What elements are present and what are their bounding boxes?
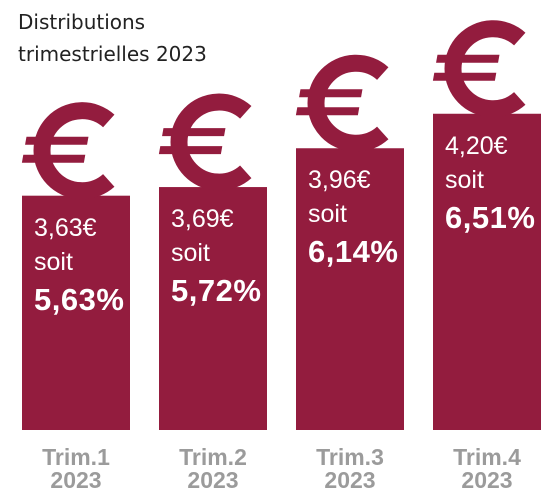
x-tick-label: Trim.4 2023: [453, 444, 521, 493]
euro-icon: [307, 54, 389, 152]
euro-icon-bar: [162, 128, 226, 137]
bar: [159, 187, 267, 430]
pct-label: 5,72%: [171, 273, 262, 309]
pct-label: 6,14%: [308, 234, 399, 270]
bar: [296, 148, 404, 430]
bar: [22, 195, 130, 430]
value-label: 3,96€: [308, 166, 371, 195]
euro-icon: [33, 102, 115, 200]
euro-icon-bar: [25, 136, 89, 145]
pct-label: 6,51%: [445, 199, 536, 235]
euro-icon-bar: [432, 72, 497, 81]
value-label: 3,69€: [171, 205, 234, 234]
connector-text: soit: [308, 200, 347, 229]
connector-text: soit: [34, 247, 73, 276]
x-tick-label: Trim.3 2023: [316, 444, 384, 493]
connector-text: soit: [445, 165, 484, 194]
x-tick-label: Trim.2 2023: [179, 444, 247, 493]
x-tick-label: Trim.1 2023: [42, 444, 110, 493]
pct-label: 5,63%: [34, 281, 125, 317]
value-label: 3,63€: [34, 213, 97, 242]
euro-icon-bar: [436, 54, 500, 63]
bar: [433, 113, 541, 430]
value-label: 4,20€: [445, 131, 508, 160]
euro-icon-bar: [295, 107, 360, 116]
chart-title: Distributions trimestrielles 2023: [18, 10, 207, 66]
euro-icon-bar: [299, 89, 363, 98]
euro-icon-bar: [21, 154, 86, 163]
connector-text: soit: [171, 239, 210, 268]
euro-icon: [444, 20, 526, 118]
euro-icon-bar: [158, 146, 223, 155]
euro-icon: [170, 93, 252, 191]
